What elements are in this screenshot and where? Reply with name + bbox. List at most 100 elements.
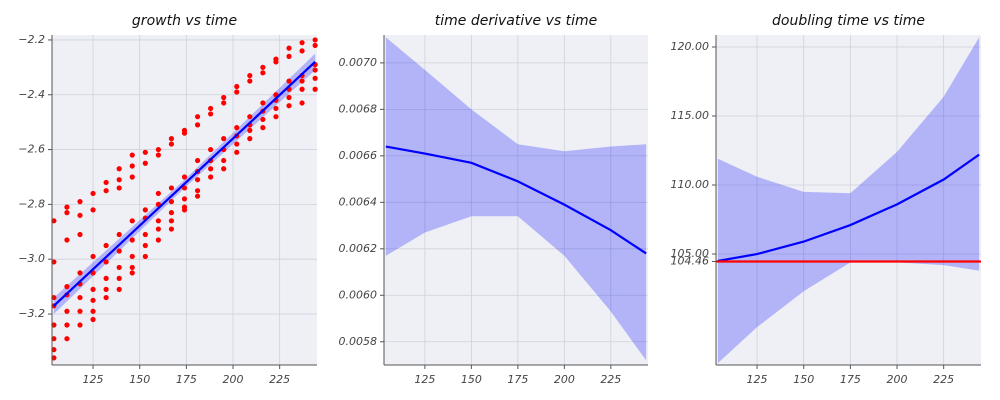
scatter-point [273,105,279,112]
scatter-point [260,125,266,131]
scatter-point [51,259,57,265]
scatter-point [155,237,161,243]
scatter-point [260,70,266,76]
scatter-point [64,237,70,243]
scatter-point [194,177,201,183]
scatter-point [234,83,240,90]
x-tick-label: 225 [600,373,621,386]
scatter-point [168,226,175,232]
panel: 125 150 175 200 225 −3.2 −3.0 −2.8 −2.6 −2.4 −2.2 g… [18,13,318,386]
y-tick-label: 110.00 [671,178,710,191]
y-tick-label: −2.6 [18,143,45,156]
scatter-point [221,166,227,172]
scatter-point [90,286,96,292]
scatter-point [64,210,70,216]
y-tick-label: 0.0060 [339,288,378,301]
scatter-point [116,275,122,281]
scatter-point [155,218,161,224]
scatter-point [116,264,122,271]
scatter-point [90,308,96,314]
scatter-point [77,294,83,301]
scatter-point [208,166,214,172]
scatter-point [260,64,266,70]
scatter-point [77,231,83,238]
scatter-point [260,116,266,123]
y-tick-label: 0.0062 [339,242,378,255]
scatter-point [77,199,83,205]
scatter-point [208,105,214,112]
y-tick-label: −2.4 [18,88,45,101]
scatter-point [64,204,70,210]
scatter-point [312,75,318,81]
scatter-point [90,207,96,213]
scatter-point [273,114,279,120]
x-tick-label: 200 [554,373,575,386]
scatter-point [168,141,175,147]
scatter-point [234,149,240,155]
scatter-point [103,259,109,265]
confidence-band [385,37,647,361]
x-tick-label: 175 [507,373,528,386]
scatter-point [181,185,188,191]
scatter-point [312,37,318,43]
scatter-point [64,322,70,328]
scatter-point [155,152,161,158]
scatter-point [116,177,122,183]
y-tick-label: 104.46 [671,254,710,267]
scatter-point [116,166,122,172]
scatter-point [77,270,83,276]
y-tick-label: 0.0068 [339,102,378,115]
scatter-point [194,122,201,128]
x-tick-label: 175 [840,373,861,386]
scatter-point [299,78,305,84]
scatter-point [129,253,135,260]
scatter-point [77,212,83,218]
scatter-point [90,190,96,197]
confidence-band [717,37,980,364]
chart-title: time derivative vs time [435,13,597,29]
scatter-point [51,355,57,361]
scatter-point [64,284,70,290]
scatter-point [247,114,253,120]
scatter-point [64,336,70,342]
scatter-point [90,316,96,323]
scatter-point [129,270,135,276]
scatter-point [129,218,135,224]
scatter-point [116,185,122,191]
panel: 125 150 175 200 225 0.0058 0.0060 0.0062 0.0064 0… [339,13,648,386]
scatter-point [247,127,253,133]
line [717,153,980,263]
y-tick-label: −2.2 [18,33,45,46]
scatter-point [286,45,292,51]
scatter-point [312,67,318,73]
scatter-point [299,86,305,92]
scatter-point [299,40,305,46]
scatter-point [221,94,227,101]
scatter-point [116,286,122,292]
x-tick-label: 150 [129,373,150,386]
scatter-point [103,179,109,186]
scatter-point [208,174,214,180]
scatter-point [155,190,161,197]
scatter-point [90,253,96,260]
scatter-point [103,188,109,194]
scatter-point [129,152,135,158]
scatter-point [142,160,148,166]
plot-background [384,35,648,365]
scatter-point [221,136,227,142]
y-tick-label: −3.0 [18,252,45,265]
x-tick-label: 200 [887,373,908,386]
scatter-point [194,157,201,164]
scatter-point [286,94,292,101]
scatter-point [221,157,227,164]
scatter-point [77,322,83,328]
scatter-point [142,253,148,260]
chart-title: doubling time vs time [772,13,925,29]
y-tick-label: 0.0058 [339,335,378,348]
x-tick-label: 125 [747,373,768,386]
x-tick-label: 200 [223,373,244,386]
scatter-point [312,42,318,49]
scatter-point [155,226,161,232]
scatter-point [64,308,70,314]
line [385,145,647,255]
